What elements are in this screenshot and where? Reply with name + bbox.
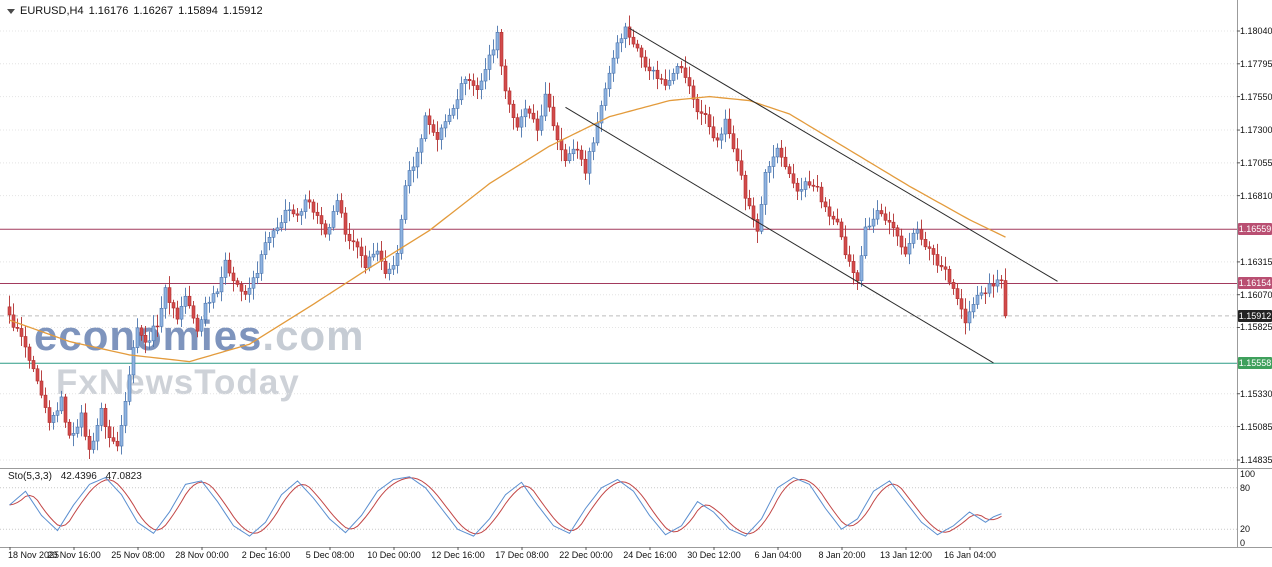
sto-axis-label: 20 [1240,524,1251,535]
trend-lines [565,27,1058,364]
axes [0,0,1272,550]
price-axis-label: 1.17550 [1240,91,1272,102]
date-axis-label: 6 Jan 04:00 [754,550,802,560]
price-badge-support: 1.15558 [1238,357,1272,370]
watermark-brand-line: economies.com [34,312,365,359]
price-axis-label: 1.15330 [1240,388,1272,399]
price-axis-label: 1.17055 [1240,157,1272,168]
price-axis-label: 1.15825 [1240,322,1272,333]
date-axis-label: 13 Jan 12:00 [879,550,933,560]
price-axis-label: 1.17300 [1240,125,1272,136]
price-axis-label: 1.17795 [1240,58,1272,69]
price-axis[interactable]: 1.18040 1.17795 1.17550 1.17300 1.17055 1.168… [1237,0,1272,548]
sto-axis-label: 80 [1240,482,1251,493]
date-axis-label: 8 Jan 20:00 [818,550,866,560]
date-axis-label: 22 Dec 00:00 [559,550,613,560]
sto-axis-label: 0 [1240,538,1246,548]
date-axis-label: 10 Dec 00:00 [367,550,421,560]
date-axis-label: 28 Nov 00:00 [175,550,229,560]
bar-high-value: 1.16267 [133,5,174,17]
date-axis-label: 16 Jan 04:00 [943,550,997,560]
watermark-tagline: FxNewsToday [56,363,300,403]
sto-axis-label: 100 [1240,469,1256,479]
date-axis-label: 24 Dec 16:00 [623,550,677,560]
date-axis-label: 12 Dec 16:00 [431,550,485,560]
watermark: economies.com FxNewsToday [34,312,365,403]
date-axis-label: 5 Dec 08:00 [305,550,355,560]
date-axis-label: 20 Nov 16:00 [47,550,101,560]
date-axis-label: 25 Nov 08:00 [111,550,165,560]
price-axis-label: 1.16315 [1240,256,1272,267]
date-axis-label: 18 Nov 2025 [8,550,60,560]
price-badge-resistance-upper: 1.16559 [1238,223,1272,236]
bar-low-value: 1.15894 [178,5,218,17]
bar-open-value: 1.16176 [88,5,129,17]
date-axis-label: 30 Dec 12:00 [687,550,741,560]
symbol-info-bar: EURUSD,H4 1.16176 1.16267 1.15894 1.1591… [7,5,263,17]
date-axis-label: 2 Dec 16:00 [241,550,291,560]
date-axis[interactable]: 18 Nov 2025 20 Nov 16:00 25 Nov 08:00 28 No… [0,547,1237,567]
watermark-brand: economies [34,312,263,359]
stochastic-d-value: 47.0823 [105,471,142,482]
price-axis-label: 1.16810 [1240,190,1272,201]
stochastic-name: Sto(5,3,3) [8,471,52,482]
date-axis-label: 17 Dec 08:00 [495,550,549,560]
price-badge-last-price: 1.15912 [1238,309,1272,322]
price-axis-label: 1.14835 [1240,455,1272,465]
watermark-brand-suffix: .com [262,312,365,359]
symbol-dropdown-icon[interactable] [7,8,15,14]
price-badge-resistance-lower: 1.16154 [1238,277,1272,290]
price-axis-label: 1.18040 [1240,26,1272,36]
symbol-name: EURUSD,H4 [20,5,84,17]
bar-close-value: 1.15912 [222,5,263,17]
grid-lines [0,30,1237,530]
candles [7,15,1008,459]
moving-average-line [9,95,1006,363]
price-axis-label: 1.15085 [1240,421,1272,432]
stochastic-indicator-label: Sto(5,3,3) 42.4396 47.0823 [8,471,142,482]
price-axis-label: 1.16070 [1240,289,1272,300]
stochastic-k-value: 42.4396 [60,471,97,482]
stochastic-lines [9,476,1002,537]
